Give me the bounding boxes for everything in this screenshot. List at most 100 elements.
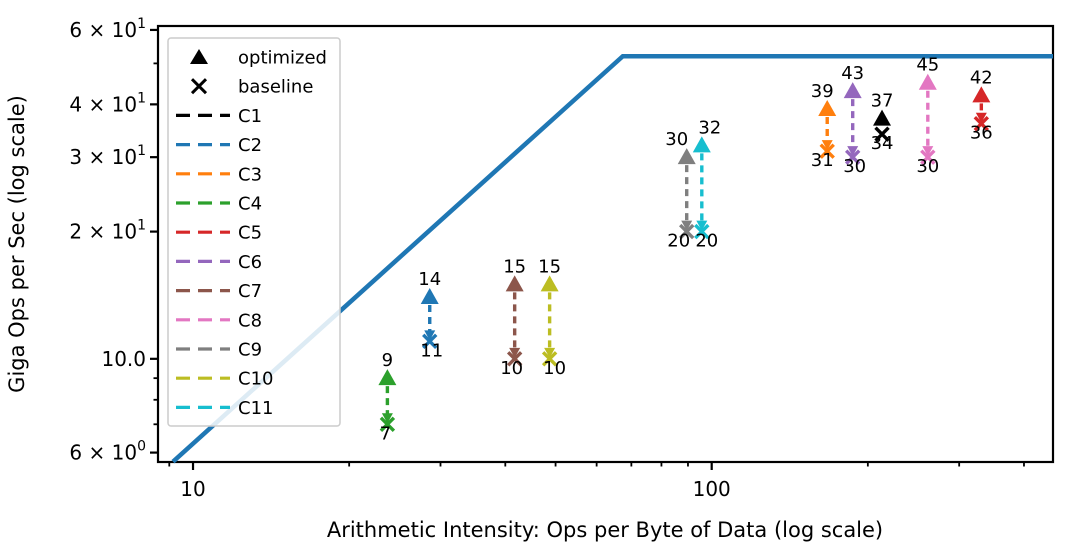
optimized-marker	[505, 275, 524, 292]
legend-item-C3: C3	[176, 164, 262, 185]
series-C6: 43 30	[841, 63, 866, 177]
arrowhead-down-icon	[821, 140, 833, 151]
x-tick-label: 10	[180, 477, 205, 501]
optimized-marker	[843, 82, 862, 99]
legend-item-C11: C11	[176, 398, 273, 419]
baseline-value-label: 20	[695, 231, 718, 252]
optimized-value-label: 30	[665, 129, 688, 150]
legend-box	[167, 37, 341, 427]
legend-item-C4: C4	[176, 194, 262, 215]
legend-item-C9: C9	[176, 340, 262, 361]
legend-item-C1: C1	[176, 106, 262, 127]
legend-item-label: C6	[238, 252, 262, 273]
arrowhead-down-icon	[509, 347, 521, 358]
series-C2: 14 11	[418, 269, 443, 361]
baseline-value-label: 11	[420, 340, 443, 361]
axes-layer: 10 100 6 × 101 4 × 101 3 × 101 2 × 101 10.0 6 ×…	[69, 16, 1055, 501]
legend: optimized baseline C1 C2 C3 C4 C5 C6 C7 C8 C9 C10 C1…	[167, 37, 341, 427]
legend-item-C10: C10	[176, 369, 273, 390]
optimized-marker	[677, 148, 696, 165]
optimized-marker	[818, 100, 837, 117]
optimized-value-label: 14	[418, 269, 441, 290]
legend-item-label: C10	[238, 369, 273, 390]
legend-item-label: C1	[238, 106, 262, 127]
optimized-marker	[918, 73, 937, 90]
series-C4: 97	[378, 350, 397, 444]
legend-item-label: baseline	[238, 77, 313, 98]
arrowhead-down-icon	[424, 330, 436, 341]
baseline-marker	[973, 115, 990, 132]
optimized-value-label: 15	[538, 256, 561, 277]
baseline-marker	[694, 223, 710, 240]
series-C5: 42 36	[970, 67, 993, 143]
optimized-marker	[540, 275, 559, 292]
optimized-marker	[873, 109, 892, 126]
baseline-marker	[679, 223, 695, 240]
legend-item-label: optimized	[238, 48, 327, 69]
legend-item-label: C4	[238, 194, 262, 215]
baseline-value-label: 30	[916, 156, 939, 177]
series-C8: 45 30	[916, 55, 939, 177]
baseline-marker	[844, 149, 861, 165]
legend-item-C8: C8	[176, 310, 262, 331]
arrowhead-down-icon	[681, 220, 693, 231]
optimized-marker	[972, 86, 991, 103]
baseline-value-label: 30	[843, 156, 866, 177]
y-tick-label: 3 × 101	[69, 143, 146, 169]
legend-item-C2: C2	[176, 135, 262, 156]
legend-item-C7: C7	[176, 281, 262, 302]
triangle-icon	[190, 49, 208, 64]
legend-item-optimized: optimized	[190, 48, 327, 69]
x-tick-label: 100	[693, 477, 731, 501]
arrowhead-down-icon	[922, 146, 934, 157]
y-tick-label: 6 × 101	[69, 16, 146, 42]
y-tick-label: 10.0	[101, 347, 146, 371]
series-C9: 30 20	[665, 129, 696, 252]
optimized-marker	[692, 136, 711, 153]
y-tick-label: 6 × 100	[69, 439, 146, 465]
y-axis-label: Giga Ops per Sec (log scale)	[5, 95, 29, 393]
legend-item-label: C5	[238, 223, 262, 244]
optimized-marker	[378, 369, 397, 386]
baseline-marker	[541, 351, 558, 367]
arrowhead-down-icon	[544, 347, 556, 358]
baseline-marker	[379, 416, 396, 432]
legend-item-baseline: baseline	[190, 77, 313, 98]
optimized-value-label: 9	[382, 350, 393, 371]
baseline-value-label: 34	[871, 133, 894, 154]
arrowhead-down-icon	[381, 413, 393, 424]
series-layer: 3734141139319742364330151045303020151032…	[378, 55, 993, 444]
baseline-marker	[819, 143, 835, 159]
legend-item-label: C9	[238, 340, 262, 361]
baseline-value-label: 10	[543, 358, 566, 379]
optimized-value-label: 32	[698, 117, 721, 138]
series-C11: 32 20	[692, 117, 721, 252]
arrowhead-down-icon	[975, 112, 987, 123]
baseline-marker	[422, 333, 438, 350]
legend-item-label: C11	[238, 398, 273, 419]
optimized-value-label: 39	[811, 81, 834, 102]
legend-item-label: C3	[238, 164, 262, 185]
plot-frame	[156, 24, 1055, 464]
series-C3: 39 31	[811, 81, 837, 171]
optimized-marker	[420, 288, 439, 305]
baseline-value-label: 10	[500, 358, 523, 379]
series-C1: 37 34	[871, 91, 894, 155]
legend-item-C6: C6	[176, 252, 262, 273]
baseline-value-label: 31	[811, 150, 834, 171]
baseline-value-label: 20	[667, 231, 690, 252]
legend-item-label: C2	[238, 135, 262, 156]
y-tick-label: 2 × 101	[69, 218, 146, 244]
arrowhead-down-icon	[847, 146, 859, 157]
optimized-value-label: 42	[970, 67, 993, 88]
optimized-value-label: 15	[503, 256, 526, 277]
legend-item-label: C7	[238, 281, 262, 302]
y-tick-label: 4 × 101	[69, 90, 146, 116]
baseline-marker	[920, 149, 936, 165]
optimized-value-label: 45	[916, 55, 939, 76]
baseline-value-label: 36	[970, 123, 993, 144]
